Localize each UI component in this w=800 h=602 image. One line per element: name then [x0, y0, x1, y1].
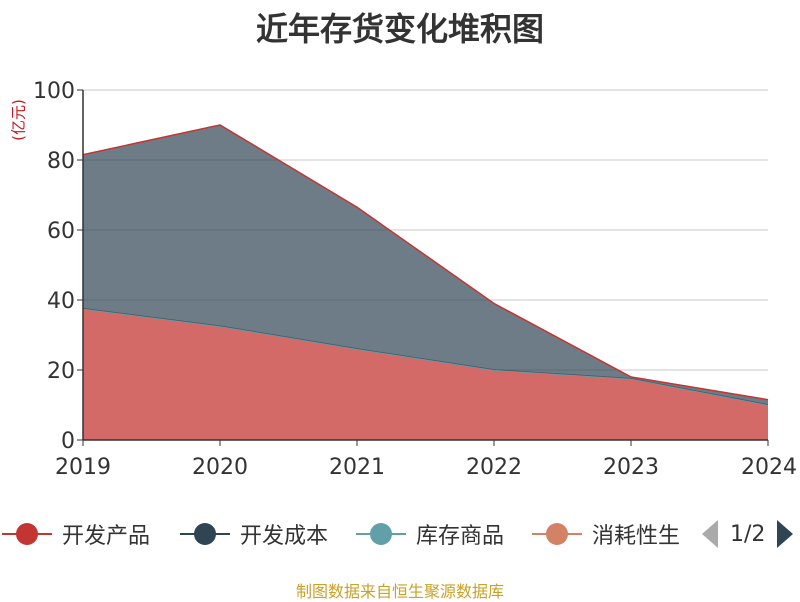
x-tick-label-5: 2024	[741, 455, 797, 480]
legend-item-3[interactable]: 消耗性生	[532, 514, 680, 554]
legend-prev-page-icon[interactable]	[702, 520, 718, 548]
chart-title: 近年存货变化堆积图	[255, 10, 544, 48]
legend-label-0: 开发产品	[62, 524, 151, 549]
legend-swatch-0	[2, 523, 52, 545]
legend-dot-2	[370, 523, 392, 545]
legend-swatch-3	[532, 523, 582, 545]
legend-swatch-2	[356, 523, 406, 545]
legend-item-0[interactable]: 开发产品	[2, 514, 150, 554]
legend-label-1: 开发成本	[240, 524, 329, 549]
legend-next-page-icon[interactable]	[777, 520, 794, 548]
legend-swatch-1	[180, 523, 230, 545]
legend-pager: 1/2	[702, 514, 794, 554]
y-tick-label-0: 0	[61, 429, 75, 454]
legend-dot-0	[16, 523, 38, 545]
y-tick-label-5: 100	[33, 79, 75, 104]
y-tick-label-4: 80	[47, 149, 75, 174]
area-series-2	[83, 125, 768, 405]
x-tick-label-2: 2021	[329, 455, 385, 480]
data-source-note: 制图数据来自恒生聚源数据库	[295, 582, 504, 601]
x-tick-label-0: 2019	[55, 455, 111, 480]
area-series-0	[83, 308, 768, 440]
legend-item-1[interactable]: 开发成本	[180, 514, 328, 554]
legend-label-3: 消耗性生	[592, 524, 681, 549]
y-tick-label-2: 40	[47, 289, 75, 314]
legend-dot-1	[194, 523, 216, 545]
x-tick-label-3: 2022	[466, 455, 522, 480]
x-tick-label-1: 2020	[192, 455, 248, 480]
legend: 开发产品 开发成本 库存商品 消耗性生	[0, 514, 800, 554]
series-line-3	[82, 124, 769, 401]
legend-label-2: 库存商品	[416, 524, 505, 549]
y-tick-label-3: 60	[47, 219, 75, 244]
x-tick-label-4: 2023	[603, 455, 659, 480]
legend-item-2[interactable]: 库存商品	[356, 514, 504, 554]
y-tick-label-1: 20	[47, 359, 75, 384]
legend-page-indicator: 1/2	[730, 521, 766, 547]
legend-dot-3	[546, 523, 568, 545]
